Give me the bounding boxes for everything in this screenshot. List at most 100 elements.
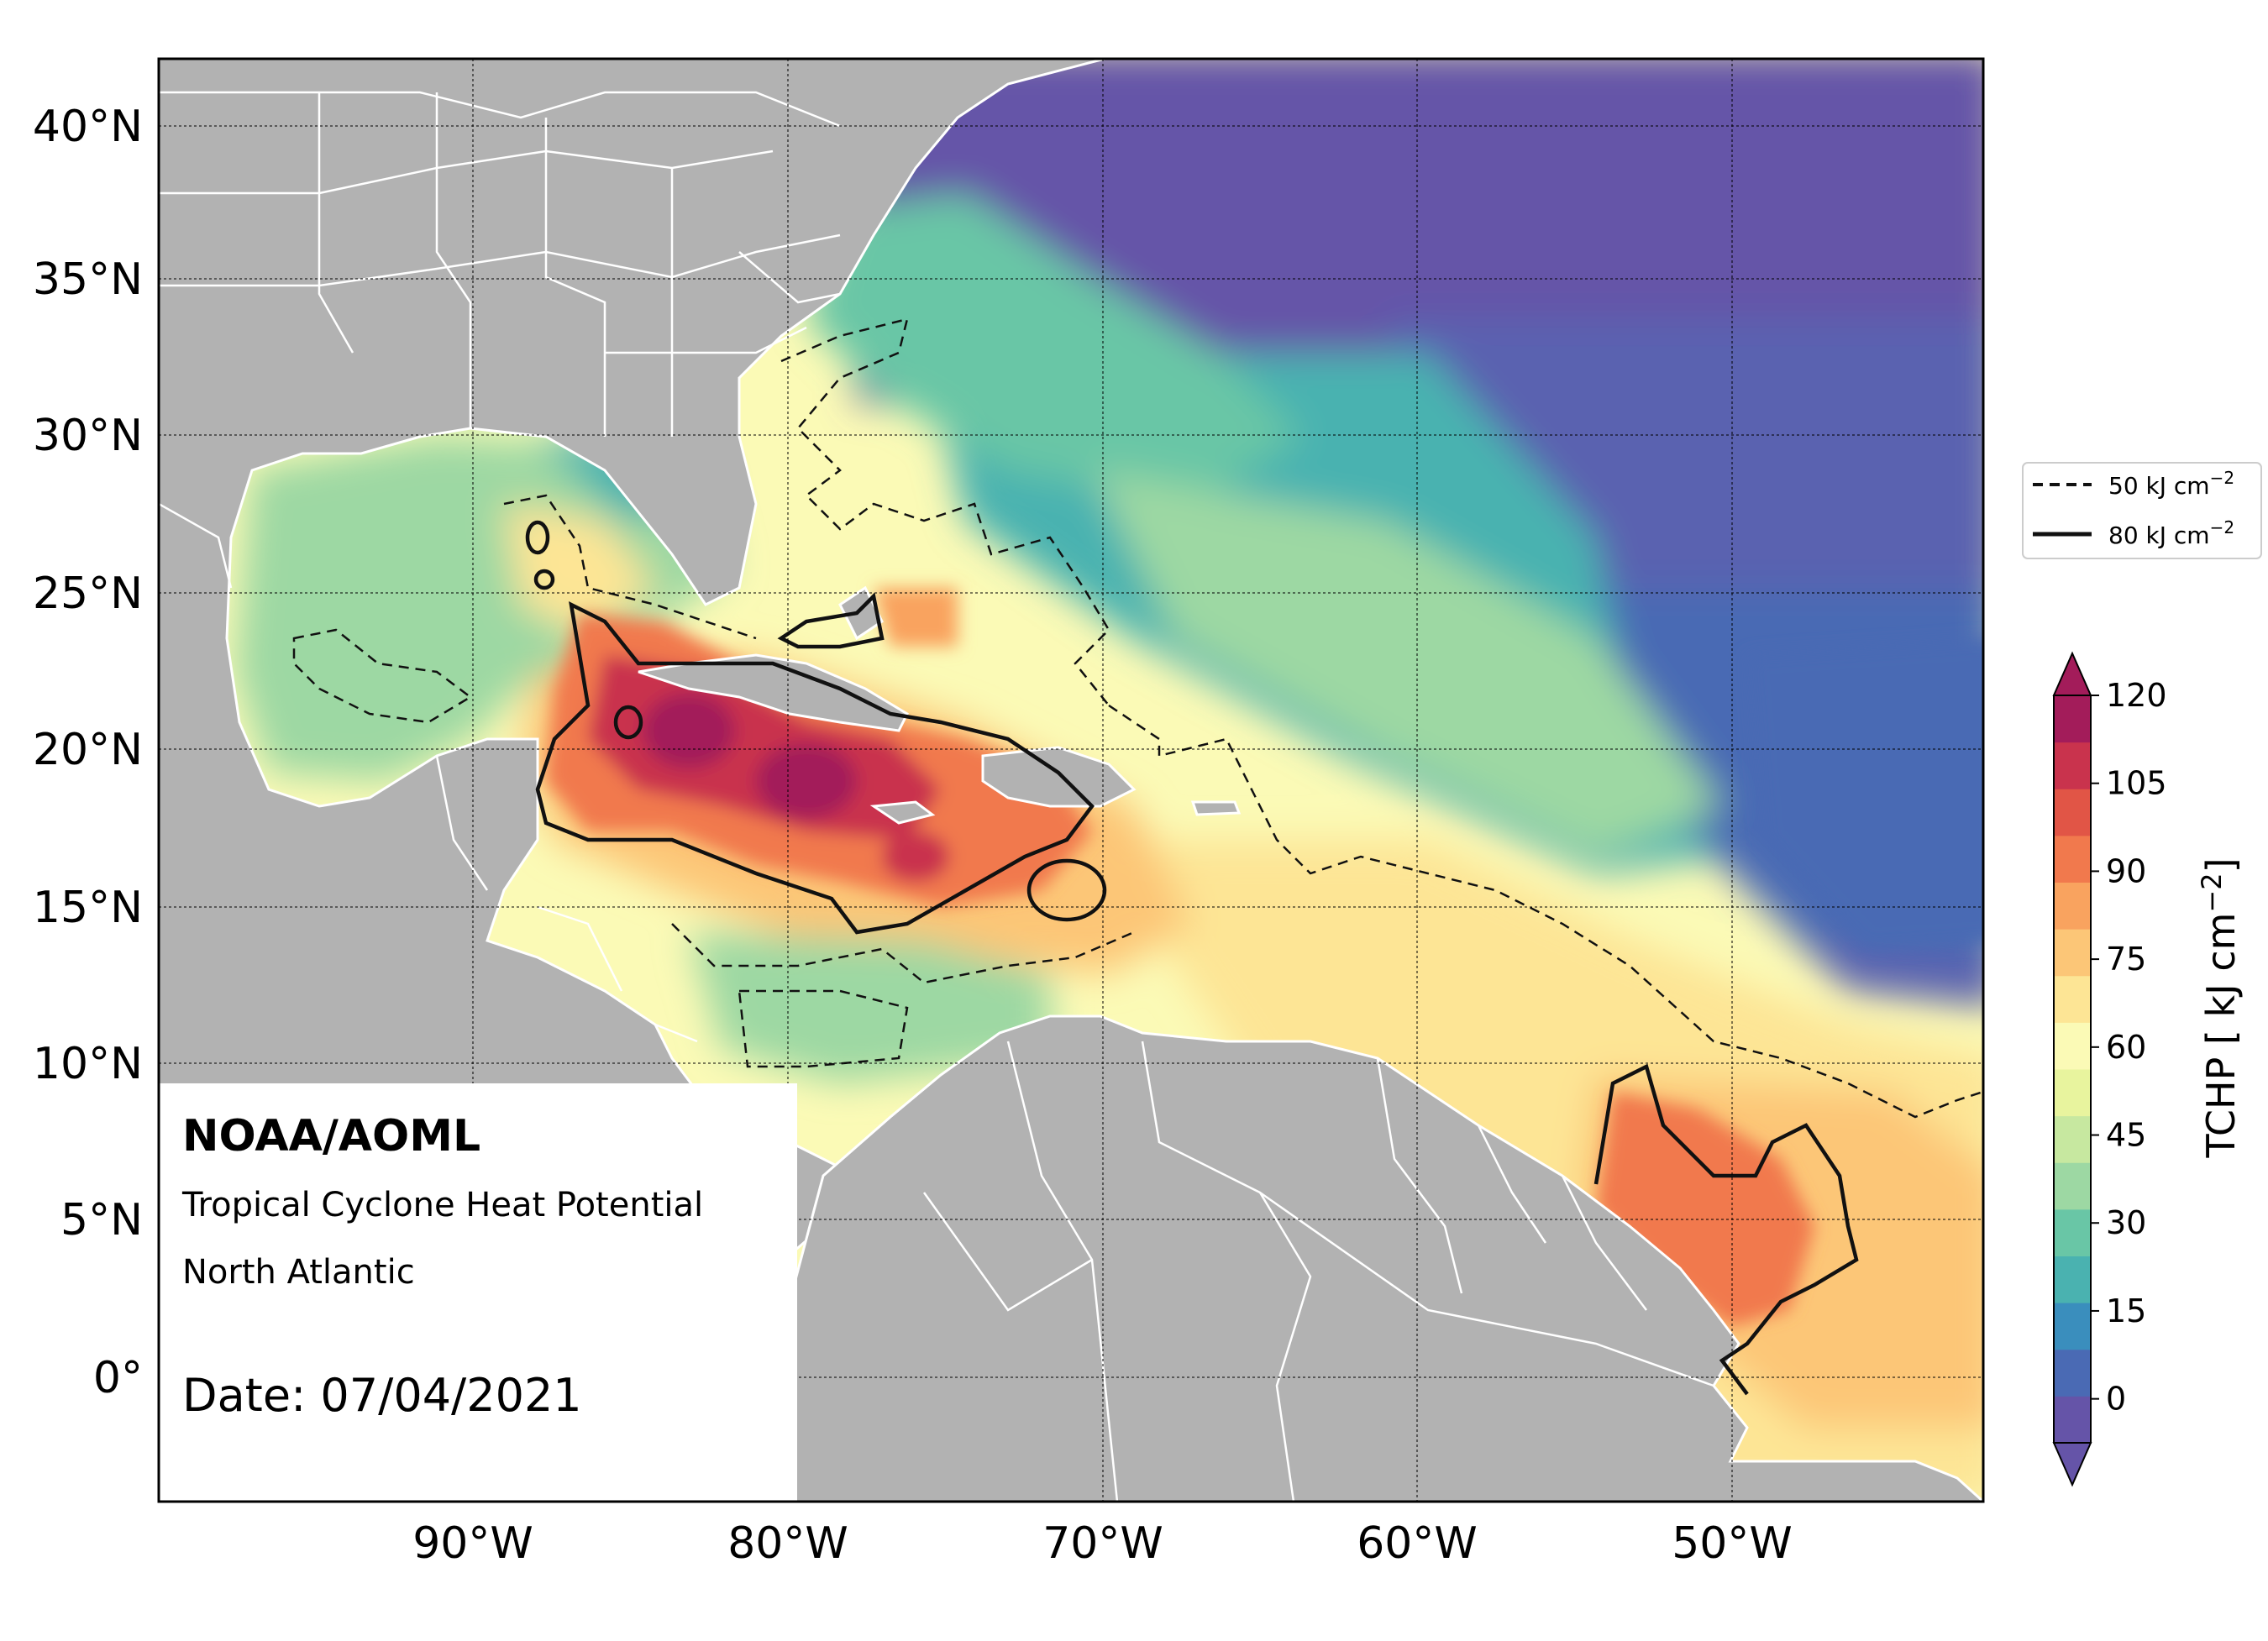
colorbar: 120 105 90 75 60 45 30 15 0 (2052, 651, 2167, 1487)
colorbar-max-extend (2052, 651, 2092, 696)
lat-tick-label: 0° (93, 1353, 143, 1403)
border-state-2 (435, 92, 472, 428)
lon-axis: 90°W 80°W 70°W 60°W 50°W (412, 1518, 1793, 1569)
colorbar-min-extend (2052, 1442, 2092, 1487)
colorbar-tick-label: 30 (2106, 1204, 2146, 1241)
contour-50-south-caribbean (738, 989, 909, 1068)
border-south-america-6 (1259, 1191, 1714, 1387)
land-jamaica (869, 800, 936, 825)
border-central-america-1 (435, 755, 489, 891)
colorbar-swatch (2054, 975, 2091, 1023)
border-mexico (159, 502, 233, 589)
hot-spot-3 (882, 831, 949, 882)
contour-50-gulf (292, 628, 473, 724)
border-state-3 (544, 118, 606, 437)
lat-tick-label: 20°N (33, 725, 143, 775)
northeast-deep-cold (1747, 639, 1983, 949)
border-us-canada (159, 91, 841, 128)
colorbar-frame (2053, 695, 2092, 1444)
colorbar-tick-label: 75 (2106, 941, 2146, 978)
colorbar-tick-label: 90 (2106, 852, 2146, 889)
colorbar-tick-label: 105 (2106, 765, 2167, 802)
land-puerto-rico (1190, 800, 1242, 816)
border-state-4 (159, 149, 774, 195)
border-south-america-1 (1006, 1041, 1119, 1502)
colorbar-tick-label: 60 (2106, 1029, 2146, 1066)
lon-tick-label: 60°W (1357, 1518, 1478, 1569)
contour-50-caribbean (503, 494, 757, 640)
border-south-america-2 (1141, 1041, 1312, 1502)
contour-80-east-caribbean (1026, 858, 1107, 922)
border-state-1 (318, 92, 354, 354)
lon-tick-label: 90°W (412, 1518, 533, 1569)
colorbar-swatch (2054, 1069, 2091, 1117)
colorbar-title: TCHP [ kJ cm−2] (2196, 857, 2244, 1158)
contour-80-small-1 (613, 705, 643, 740)
gulf-loop-current (504, 504, 655, 638)
lat-tick-label: 10°N (33, 1039, 143, 1089)
gulf-of-mexico-field (235, 437, 731, 781)
region-label: North Atlantic (182, 1253, 415, 1292)
lat-tick-label: 30°N (33, 411, 143, 461)
lon-tick-label: 80°W (727, 1518, 848, 1569)
colorbar-swatch (2054, 1115, 2091, 1163)
hot-spot-1 (643, 693, 735, 768)
contour-80-guiana (1593, 1063, 1859, 1396)
guiana-hot-core (1596, 1092, 1814, 1327)
gulf-stream-band (806, 193, 1302, 504)
border-south-america-3 (1376, 1057, 1463, 1294)
product-label: Tropical Cyclone Heat Potential (181, 1186, 703, 1224)
contour-80-small-2 (525, 520, 550, 555)
colorbar-tick-label: 45 (2106, 1117, 2146, 1154)
map-frame (157, 57, 1985, 1503)
legend-label-50: 50 kJ cm−2 (2108, 468, 2234, 500)
border-central-america-3 (654, 1023, 698, 1043)
colorbar-swatch (2054, 882, 2091, 930)
contour-80-caribbean (535, 601, 1095, 935)
colorbar-tick-label: 15 (2106, 1292, 2146, 1329)
org-label: NOAA/AOML (182, 1111, 480, 1161)
date-label: Date: 07/04/2021 (182, 1369, 582, 1422)
border-south-america-4 (1477, 1125, 1547, 1244)
contour-80-small-3 (533, 569, 555, 590)
colorbar-swatch (2054, 789, 2091, 836)
colorbar-swatch (2054, 1208, 2091, 1256)
land-hispaniola (981, 746, 1137, 808)
contour-80-bahamas (777, 592, 885, 649)
tchp-contours (292, 317, 1983, 1396)
border-state-8 (738, 251, 841, 304)
lat-tick-label: 40°N (33, 102, 143, 152)
colorbar-swatch (2054, 1396, 2091, 1444)
border-state-5 (159, 233, 841, 287)
lat-tick-label: 25°N (33, 569, 143, 619)
border-south-america-5 (1561, 1175, 1647, 1311)
border-south-america-7 (922, 1192, 1093, 1312)
colorbar-swatch (2054, 695, 2091, 743)
contour-80-group (525, 520, 1859, 1396)
land-cuba (638, 653, 909, 732)
lat-tick-label: 15°N (33, 883, 143, 933)
contour-50-bahamas (780, 317, 1110, 706)
legend-label-80: 80 kJ cm−2 (2108, 517, 2234, 549)
colorbar-swatch (2054, 1162, 2091, 1210)
land-south-america (754, 1014, 1983, 1502)
border-state-7 (605, 326, 807, 354)
border-central-america-2 (537, 905, 623, 992)
lon-tick-label: 50°W (1672, 1518, 1793, 1569)
west-yucatan-warm (874, 588, 958, 647)
contour-legend: 50 kJ cm−2 80 kJ cm−2 (2022, 462, 2262, 559)
contour-50-group (292, 317, 1983, 1119)
lat-tick-label: 5°N (60, 1195, 143, 1245)
south-caribbean-green (689, 932, 1050, 1083)
colorbar-swatch (2054, 1256, 2091, 1303)
political-borders (159, 91, 1714, 1502)
colorbar-swatch (2054, 929, 2091, 977)
colorbar-swatch (2054, 742, 2091, 789)
lat-axis: 40°N 35°N 30°N 25°N 20°N 15°N 10°N 5°N 0… (33, 102, 143, 1403)
lon-tick-label: 70°W (1042, 1518, 1163, 1569)
contour-50-atlantic (1108, 704, 1983, 1119)
colorbar-swatch (2054, 1303, 2091, 1350)
colorbar-tick-label: 0 (2106, 1381, 2126, 1418)
